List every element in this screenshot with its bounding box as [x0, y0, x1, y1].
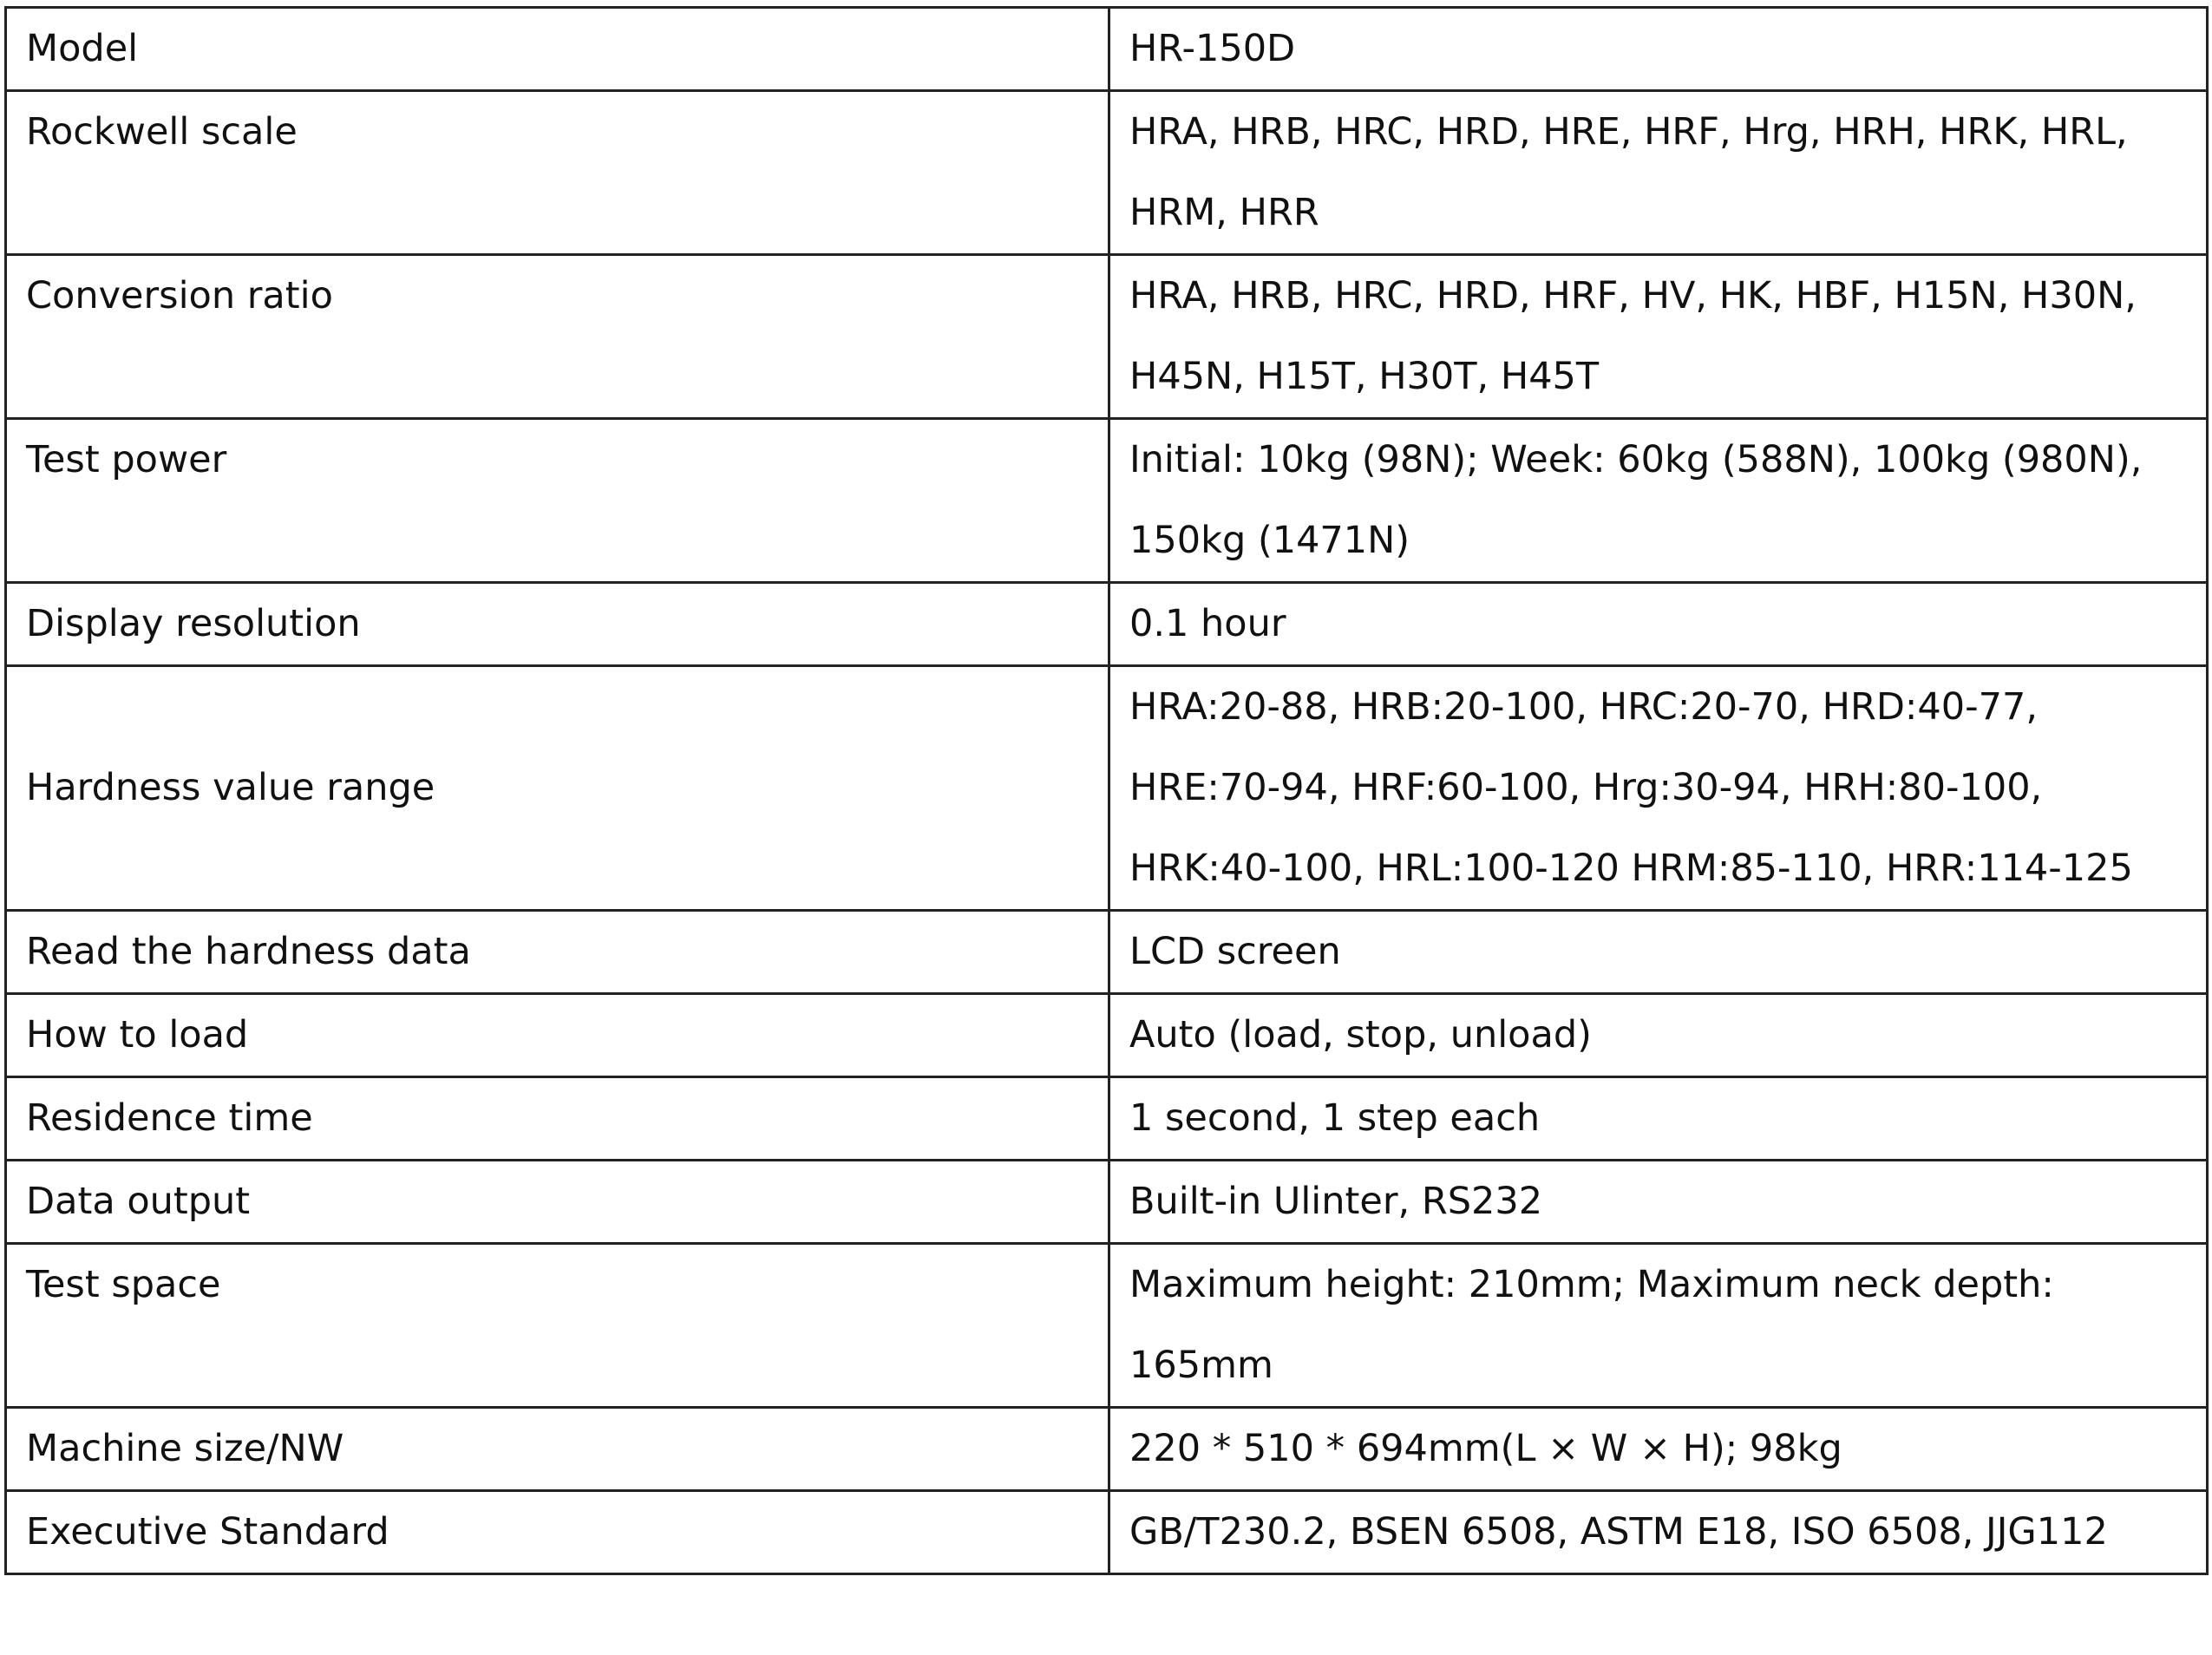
spec-table: Model HR-150D Rockwell scale HRA, HRB, HRC,… [4, 6, 2209, 1575]
spec-label: Rockwell scale [4, 89, 1110, 256]
spec-label: Read the hardness data [4, 909, 1110, 995]
spec-label: How to load [4, 992, 1110, 1078]
spec-value: 1 second, 1 step each [1108, 1076, 2209, 1161]
spec-value: GB/T230.2, BSEN 6508, ASTM E18, ISO 6508… [1108, 1489, 2209, 1575]
spec-value: Initial: 10kg (98N); Week: 60kg (588N), … [1108, 417, 2209, 584]
table-row: Read the hardness data LCD screen [4, 909, 2209, 995]
table-row: Data output Built-in Ulinter, RS232 [4, 1159, 2209, 1245]
spec-label: Test power [4, 417, 1110, 584]
spec-value: HRA:20-88, HRB:20-100, HRC:20-70, HRD:40… [1108, 664, 2209, 912]
spec-value: HR-150D [1108, 6, 2209, 92]
table-row: Test power Initial: 10kg (98N); Week: 60k… [4, 417, 2209, 584]
spec-label: Data output [4, 1159, 1110, 1245]
table-row: Rockwell scale HRA, HRB, HRC, HRD, HRE, H… [4, 89, 2209, 256]
spec-value: 0.1 hour [1108, 581, 2209, 667]
spec-label: Test space [4, 1242, 1110, 1409]
table-row: Residence time 1 second, 1 step each [4, 1076, 2209, 1161]
spec-value: HRA, HRB, HRC, HRD, HRF, HV, HK, HBF, H1… [1108, 253, 2209, 420]
spec-value: LCD screen [1108, 909, 2209, 995]
spec-label: Residence time [4, 1076, 1110, 1161]
table-row: How to load Auto (load, stop, unload) [4, 992, 2209, 1078]
table-row: Display resolution 0.1 hour [4, 581, 2209, 667]
spec-value: Maximum height: 210mm; Maximum neck dept… [1108, 1242, 2209, 1409]
spec-label: Conversion ratio [4, 253, 1110, 420]
table-row: Executive Standard GB/T230.2, BSEN 6508, … [4, 1489, 2209, 1575]
table-row: Model HR-150D [4, 6, 2209, 92]
table-row: Machine size/NW 220 * 510 * 694mm(L × W ×… [4, 1406, 2209, 1492]
spec-value: Built-in Ulinter, RS232 [1108, 1159, 2209, 1245]
table-row: Hardness value range HRA:20-88, HRB:20-10… [4, 664, 2209, 912]
spec-label: Machine size/NW [4, 1406, 1110, 1492]
spec-label: Display resolution [4, 581, 1110, 667]
spec-label: Executive Standard [4, 1489, 1110, 1575]
spec-value: HRA, HRB, HRC, HRD, HRE, HRF, Hrg, HRH, … [1108, 89, 2209, 256]
spec-label: Model [4, 6, 1110, 92]
spec-value: 220 * 510 * 694mm(L × W × H); 98kg [1108, 1406, 2209, 1492]
table-row: Test space Maximum height: 210mm; Maximum… [4, 1242, 2209, 1409]
table-row: Conversion ratio HRA, HRB, HRC, HRD, HRF,… [4, 253, 2209, 420]
spec-value: Auto (load, stop, unload) [1108, 992, 2209, 1078]
table-body: Model HR-150D Rockwell scale HRA, HRB, HRC,… [4, 6, 2209, 1575]
spec-label: Hardness value range [4, 664, 1110, 912]
